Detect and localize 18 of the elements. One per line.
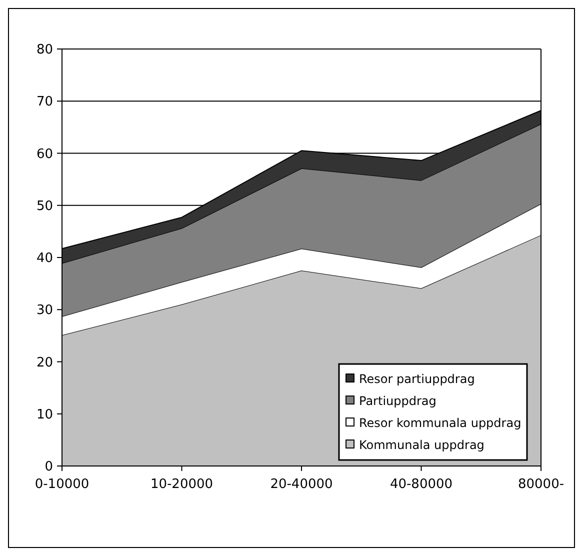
x-tick-label: 20-40000 (270, 477, 333, 492)
legend-label: Kommunala uppdrag (359, 438, 484, 452)
x-tick-label: 10-20000 (150, 477, 214, 492)
y-tick-label: 40 (36, 251, 53, 266)
y-tick-label: 20 (36, 355, 53, 370)
y-tick-label: 0 (44, 460, 53, 475)
x-tick-label: 80000- (518, 477, 564, 492)
x-tick-label: 40-80000 (390, 477, 453, 492)
x-tick-label: 0-10000 (34, 477, 90, 492)
y-tick-label: 60 (36, 146, 53, 162)
legend-label: Resor kommunala uppdrag (359, 416, 522, 430)
y-tick-label: 30 (36, 303, 53, 318)
y-tick-label: 10 (36, 407, 53, 422)
y-tick-label: 80 (36, 42, 53, 58)
legend-label: Resor partiuppdrag (359, 372, 475, 386)
legend-label: Partiuppdrag (359, 394, 436, 408)
y-tick-label: 70 (36, 94, 53, 110)
y-tick-label: 50 (36, 198, 53, 214)
